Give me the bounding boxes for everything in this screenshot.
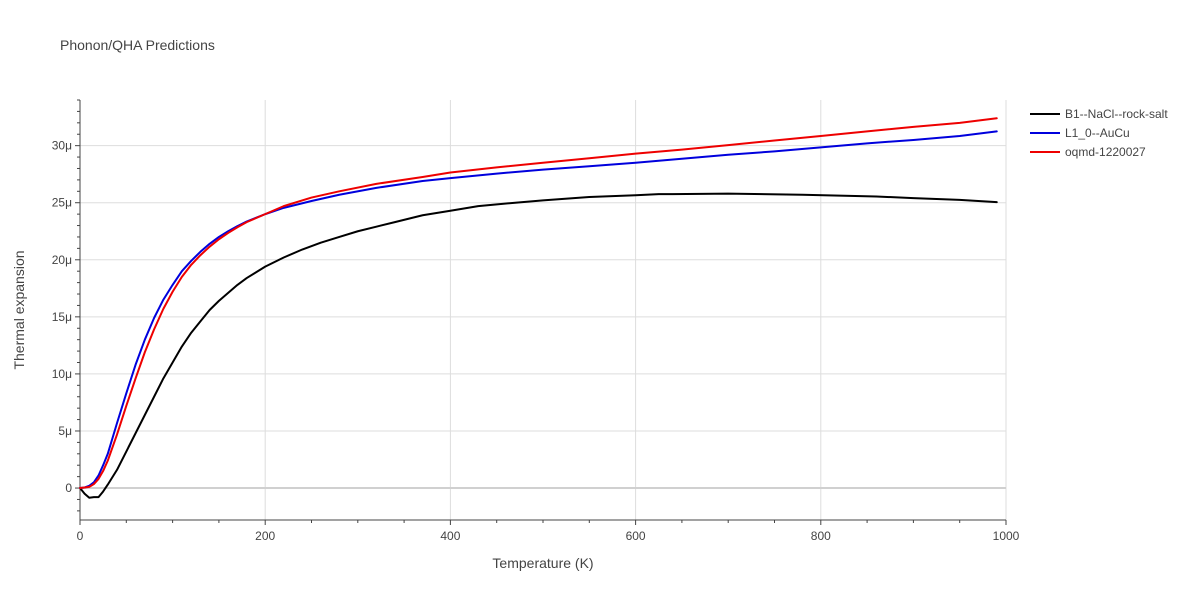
x-tick-label: 600 [626,529,646,543]
grid-lines [80,100,1007,520]
y-tick-label: 20μ [52,253,72,267]
x-tick-label: 200 [255,529,275,543]
legend-item-2[interactable]: L1_0--AuCu [1030,126,1130,140]
legend[interactable]: B1--NaCl--rock-salt L1_0--AuCu oqmd-122002… [1030,107,1168,159]
series-line-1 [79,192,998,499]
y-tick-label: 30μ [52,139,72,153]
axes: 0 200 400 600 800 1000 0 5μ 10μ 15μ 20μ 25μ 30μ [52,99,1020,543]
x-tick-label: 800 [811,529,831,543]
series-line-3 [79,117,998,490]
legend-label: L1_0--AuCu [1065,126,1130,140]
legend-label: B1--NaCl--rock-salt [1065,107,1168,121]
y-axis-title: Thermal expansion [11,250,27,369]
y-tick-label: 10μ [52,367,72,381]
y-tick-label: 5μ [58,424,72,438]
y-tick-label: 0 [65,481,72,495]
plot-series [79,117,998,499]
y-tick-label: 15μ [52,310,72,324]
chart-title: Phonon/QHA Predictions [60,37,215,53]
series-line-2 [79,130,998,490]
x-axis-title: Temperature (K) [492,555,593,571]
x-tick-label: 1000 [993,529,1020,543]
x-tick-label: 0 [77,529,84,543]
legend-label: oqmd-1220027 [1065,145,1146,159]
x-tick-label: 400 [440,529,460,543]
y-tick-label: 25μ [52,196,72,210]
legend-item-1[interactable]: B1--NaCl--rock-salt [1030,107,1168,121]
legend-item-3[interactable]: oqmd-1220027 [1030,145,1146,159]
